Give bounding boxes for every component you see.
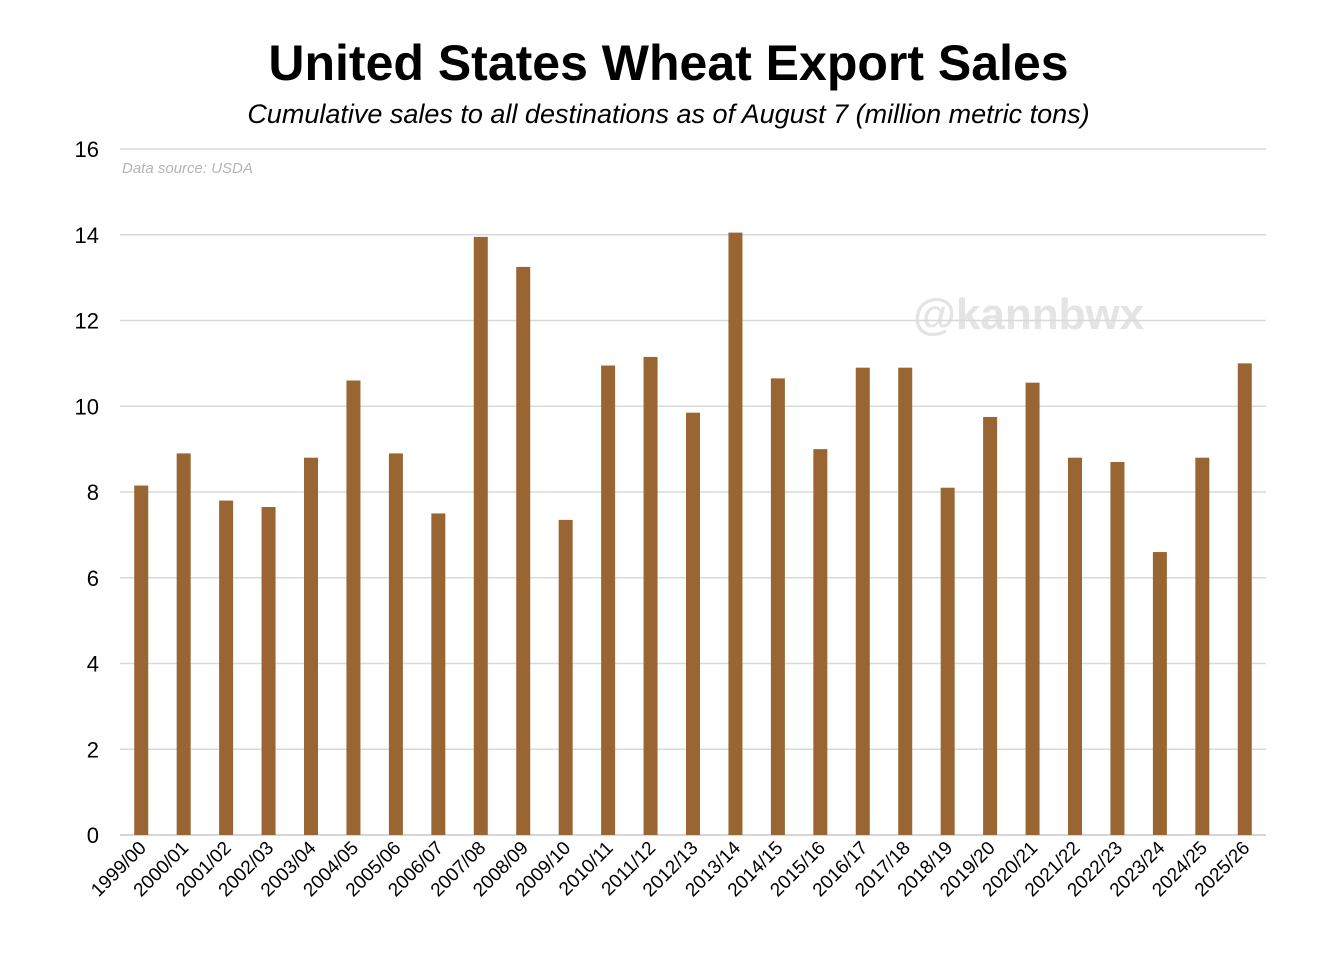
bar xyxy=(728,232,743,835)
bar xyxy=(1025,382,1040,835)
bar xyxy=(134,485,149,835)
bar xyxy=(1110,461,1125,835)
bar xyxy=(770,378,785,835)
bar xyxy=(643,356,658,835)
bar xyxy=(388,453,403,835)
y-tick-label: 8 xyxy=(87,480,99,505)
bar xyxy=(219,500,234,835)
y-tick-label: 2 xyxy=(87,737,99,762)
bar xyxy=(940,487,955,835)
bar xyxy=(601,365,616,835)
bar xyxy=(558,519,573,835)
chart-subtitle: Cumulative sales to all destinations as … xyxy=(247,99,1090,129)
bar xyxy=(813,449,828,835)
source-note: Data source: USDA xyxy=(122,160,253,177)
bar xyxy=(1237,363,1252,835)
y-tick-label: 12 xyxy=(75,309,99,334)
bar xyxy=(431,513,446,835)
bar xyxy=(983,416,998,835)
bar xyxy=(261,507,276,835)
chart-title: United States Wheat Export Sales xyxy=(268,35,1069,91)
y-tick-label: 10 xyxy=(75,394,99,419)
bar xyxy=(346,380,361,835)
bar xyxy=(855,367,870,835)
y-tick-label: 0 xyxy=(87,823,99,848)
bar xyxy=(1068,457,1082,835)
y-tick-label: 4 xyxy=(87,652,99,677)
bar xyxy=(686,412,700,835)
bar xyxy=(304,457,318,835)
bar xyxy=(1195,457,1210,835)
bar xyxy=(176,453,191,835)
bar xyxy=(473,236,488,836)
y-tick-label: 6 xyxy=(87,566,99,591)
bar xyxy=(898,367,913,835)
bar xyxy=(1152,552,1167,835)
bar xyxy=(516,266,531,835)
watermark: @kannbwx xyxy=(913,290,1145,339)
y-tick-label: 16 xyxy=(75,137,99,162)
y-tick-label: 14 xyxy=(75,223,99,248)
bars xyxy=(134,232,1252,836)
